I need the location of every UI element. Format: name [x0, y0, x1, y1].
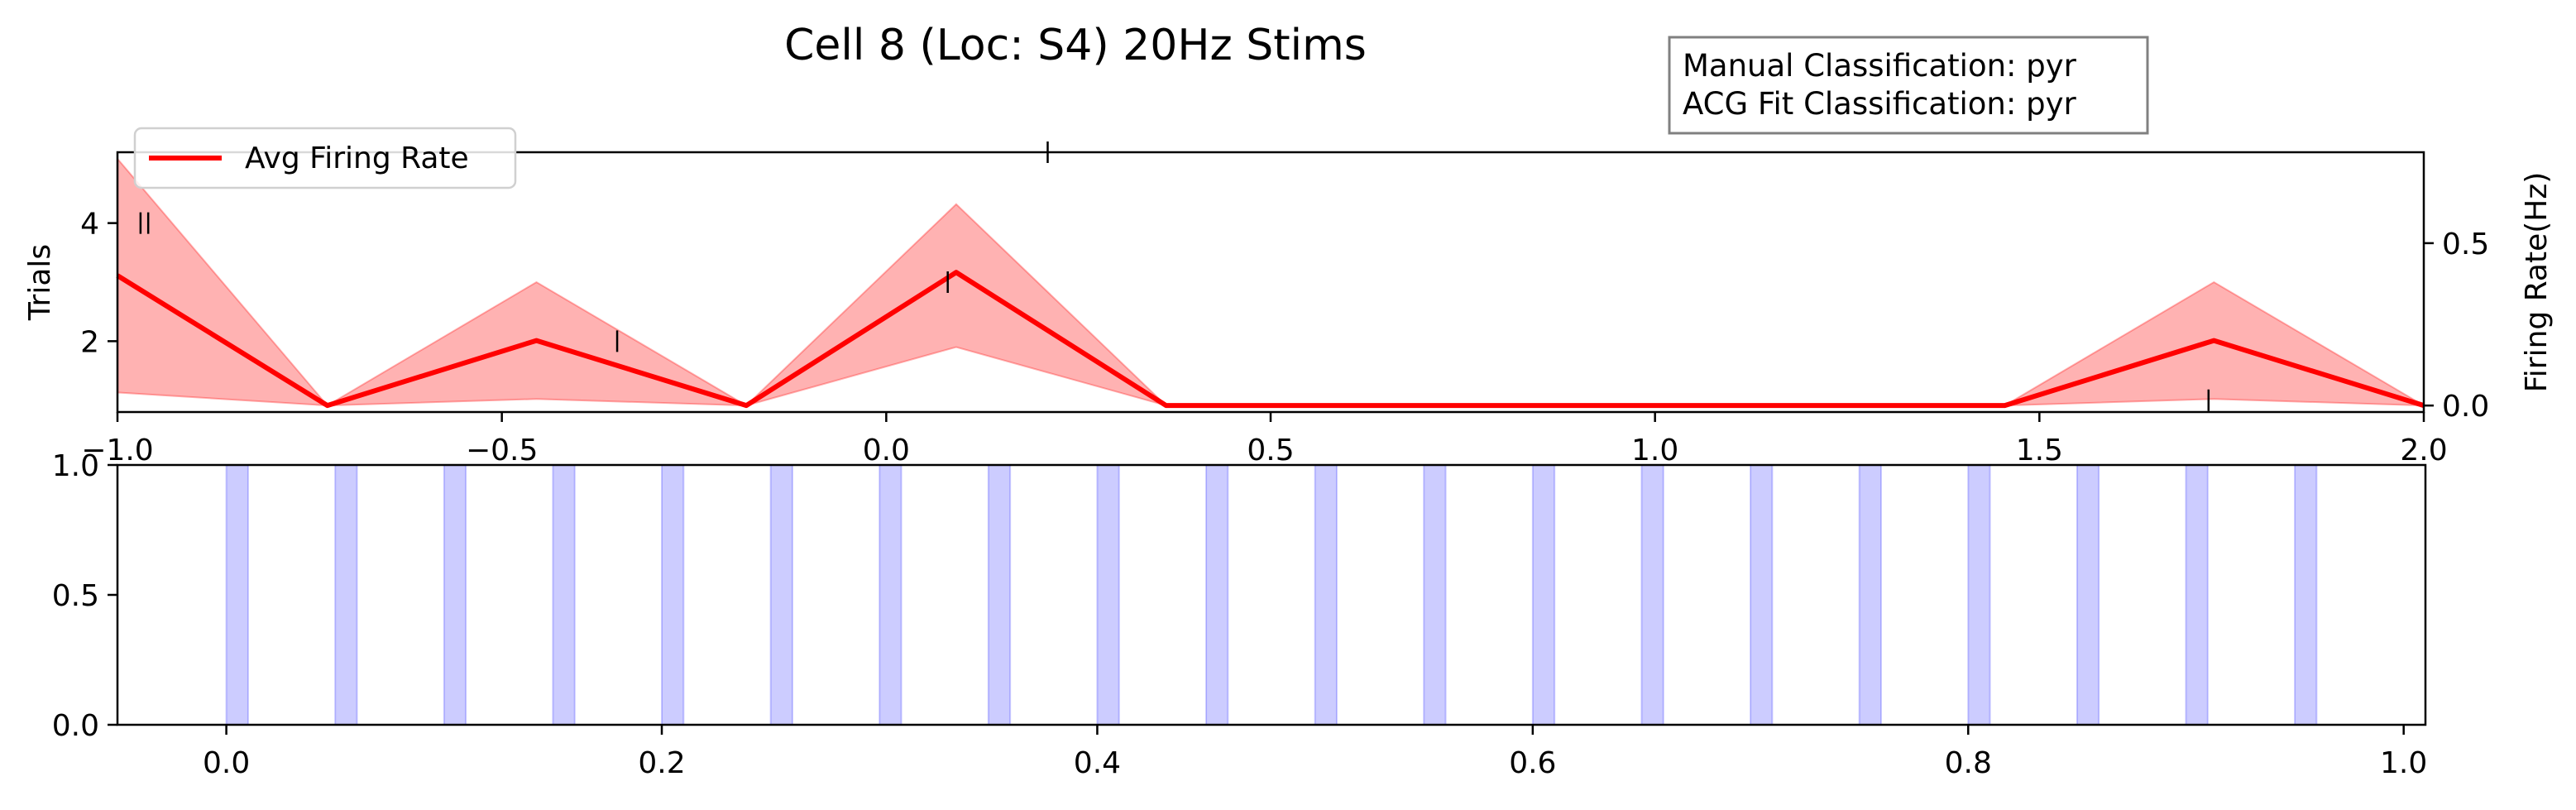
bottom-x-tick-label: 0.8 — [1945, 746, 1992, 780]
bottom-y-tick-label: 0.5 — [52, 579, 99, 613]
stim-span — [1750, 465, 1772, 725]
stim-span — [1206, 465, 1228, 725]
bottom-x-tick-label: 0.2 — [638, 746, 685, 780]
firing-rate-band-layer — [117, 159, 2424, 405]
stim-span — [1315, 465, 1337, 725]
chart-title: Cell 8 (Loc: S4) 20Hz Stims — [784, 21, 1367, 70]
stim-span — [2295, 465, 2316, 725]
stim-span — [989, 465, 1010, 725]
stim-span — [227, 465, 248, 725]
stim-span — [2186, 465, 2207, 725]
stim-span — [335, 465, 357, 725]
stim-spans-layer — [227, 465, 2317, 725]
stim-span — [1641, 465, 1663, 725]
bottom-x-tick-label: 0.0 — [203, 746, 250, 780]
top-x-tick-label: 1.5 — [2016, 434, 2063, 467]
bottom-x-ticks: 0.0 0.2 0.4 0.6 0.8 1.0 — [203, 725, 2427, 780]
bottom-y-ticks: 0.0 0.5 1.0 — [52, 449, 117, 743]
stim-span — [662, 465, 683, 725]
top-left-ylabel: Trials — [23, 244, 57, 321]
stim-span — [2077, 465, 2099, 725]
stim-span — [1533, 465, 1554, 725]
stim-span — [1097, 465, 1118, 725]
bottom-x-tick-label: 0.4 — [1074, 746, 1121, 780]
top-right-y-ticks: 0.0 0.5 — [2424, 228, 2489, 424]
legend: Avg Firing Rate — [135, 128, 515, 188]
stim-span — [1424, 465, 1445, 725]
bottom-x-tick-label: 1.0 — [2380, 746, 2427, 780]
stim-span — [1860, 465, 1881, 725]
stim-span — [444, 465, 466, 725]
stim-span — [1968, 465, 1989, 725]
top-x-tick-label: −0.5 — [466, 434, 538, 467]
top-left-y-tick-label: 4 — [80, 208, 99, 242]
top-right-ylabel: Firing Rate(Hz) — [2520, 172, 2554, 393]
bottom-panel: 0.0 0.2 0.4 0.6 0.8 1.0 0.0 0.5 1.0 — [52, 449, 2428, 780]
top-x-tick-label: 0.0 — [863, 434, 910, 467]
acg-classification-text: ACG Fit Classification: pyr — [1683, 86, 2076, 122]
bottom-y-tick-label: 0.0 — [52, 709, 99, 743]
top-left-y-ticks: 24 — [80, 208, 117, 360]
stim-span — [553, 465, 574, 725]
firing-rate-band — [117, 159, 2424, 405]
top-left-y-tick-label: 2 — [80, 325, 99, 359]
top-x-tick-label: 2.0 — [2400, 434, 2447, 467]
manual-classification-text: Manual Classification: pyr — [1683, 48, 2077, 84]
stim-span — [879, 465, 901, 725]
top-right-y-tick-label: 0.5 — [2442, 228, 2489, 261]
top-x-tick-label: 0.5 — [1247, 434, 1294, 467]
top-x-tick-label: 1.0 — [1631, 434, 1678, 467]
bottom-y-tick-label: 1.0 — [52, 449, 99, 483]
bottom-x-tick-label: 0.6 — [1509, 746, 1556, 780]
classification-box: Manual Classification: pyr ACG Fit Class… — [1669, 37, 2147, 133]
stim-span — [771, 465, 792, 725]
top-right-y-tick-label: 0.0 — [2442, 390, 2489, 424]
legend-label: Avg Firing Rate — [245, 141, 469, 175]
